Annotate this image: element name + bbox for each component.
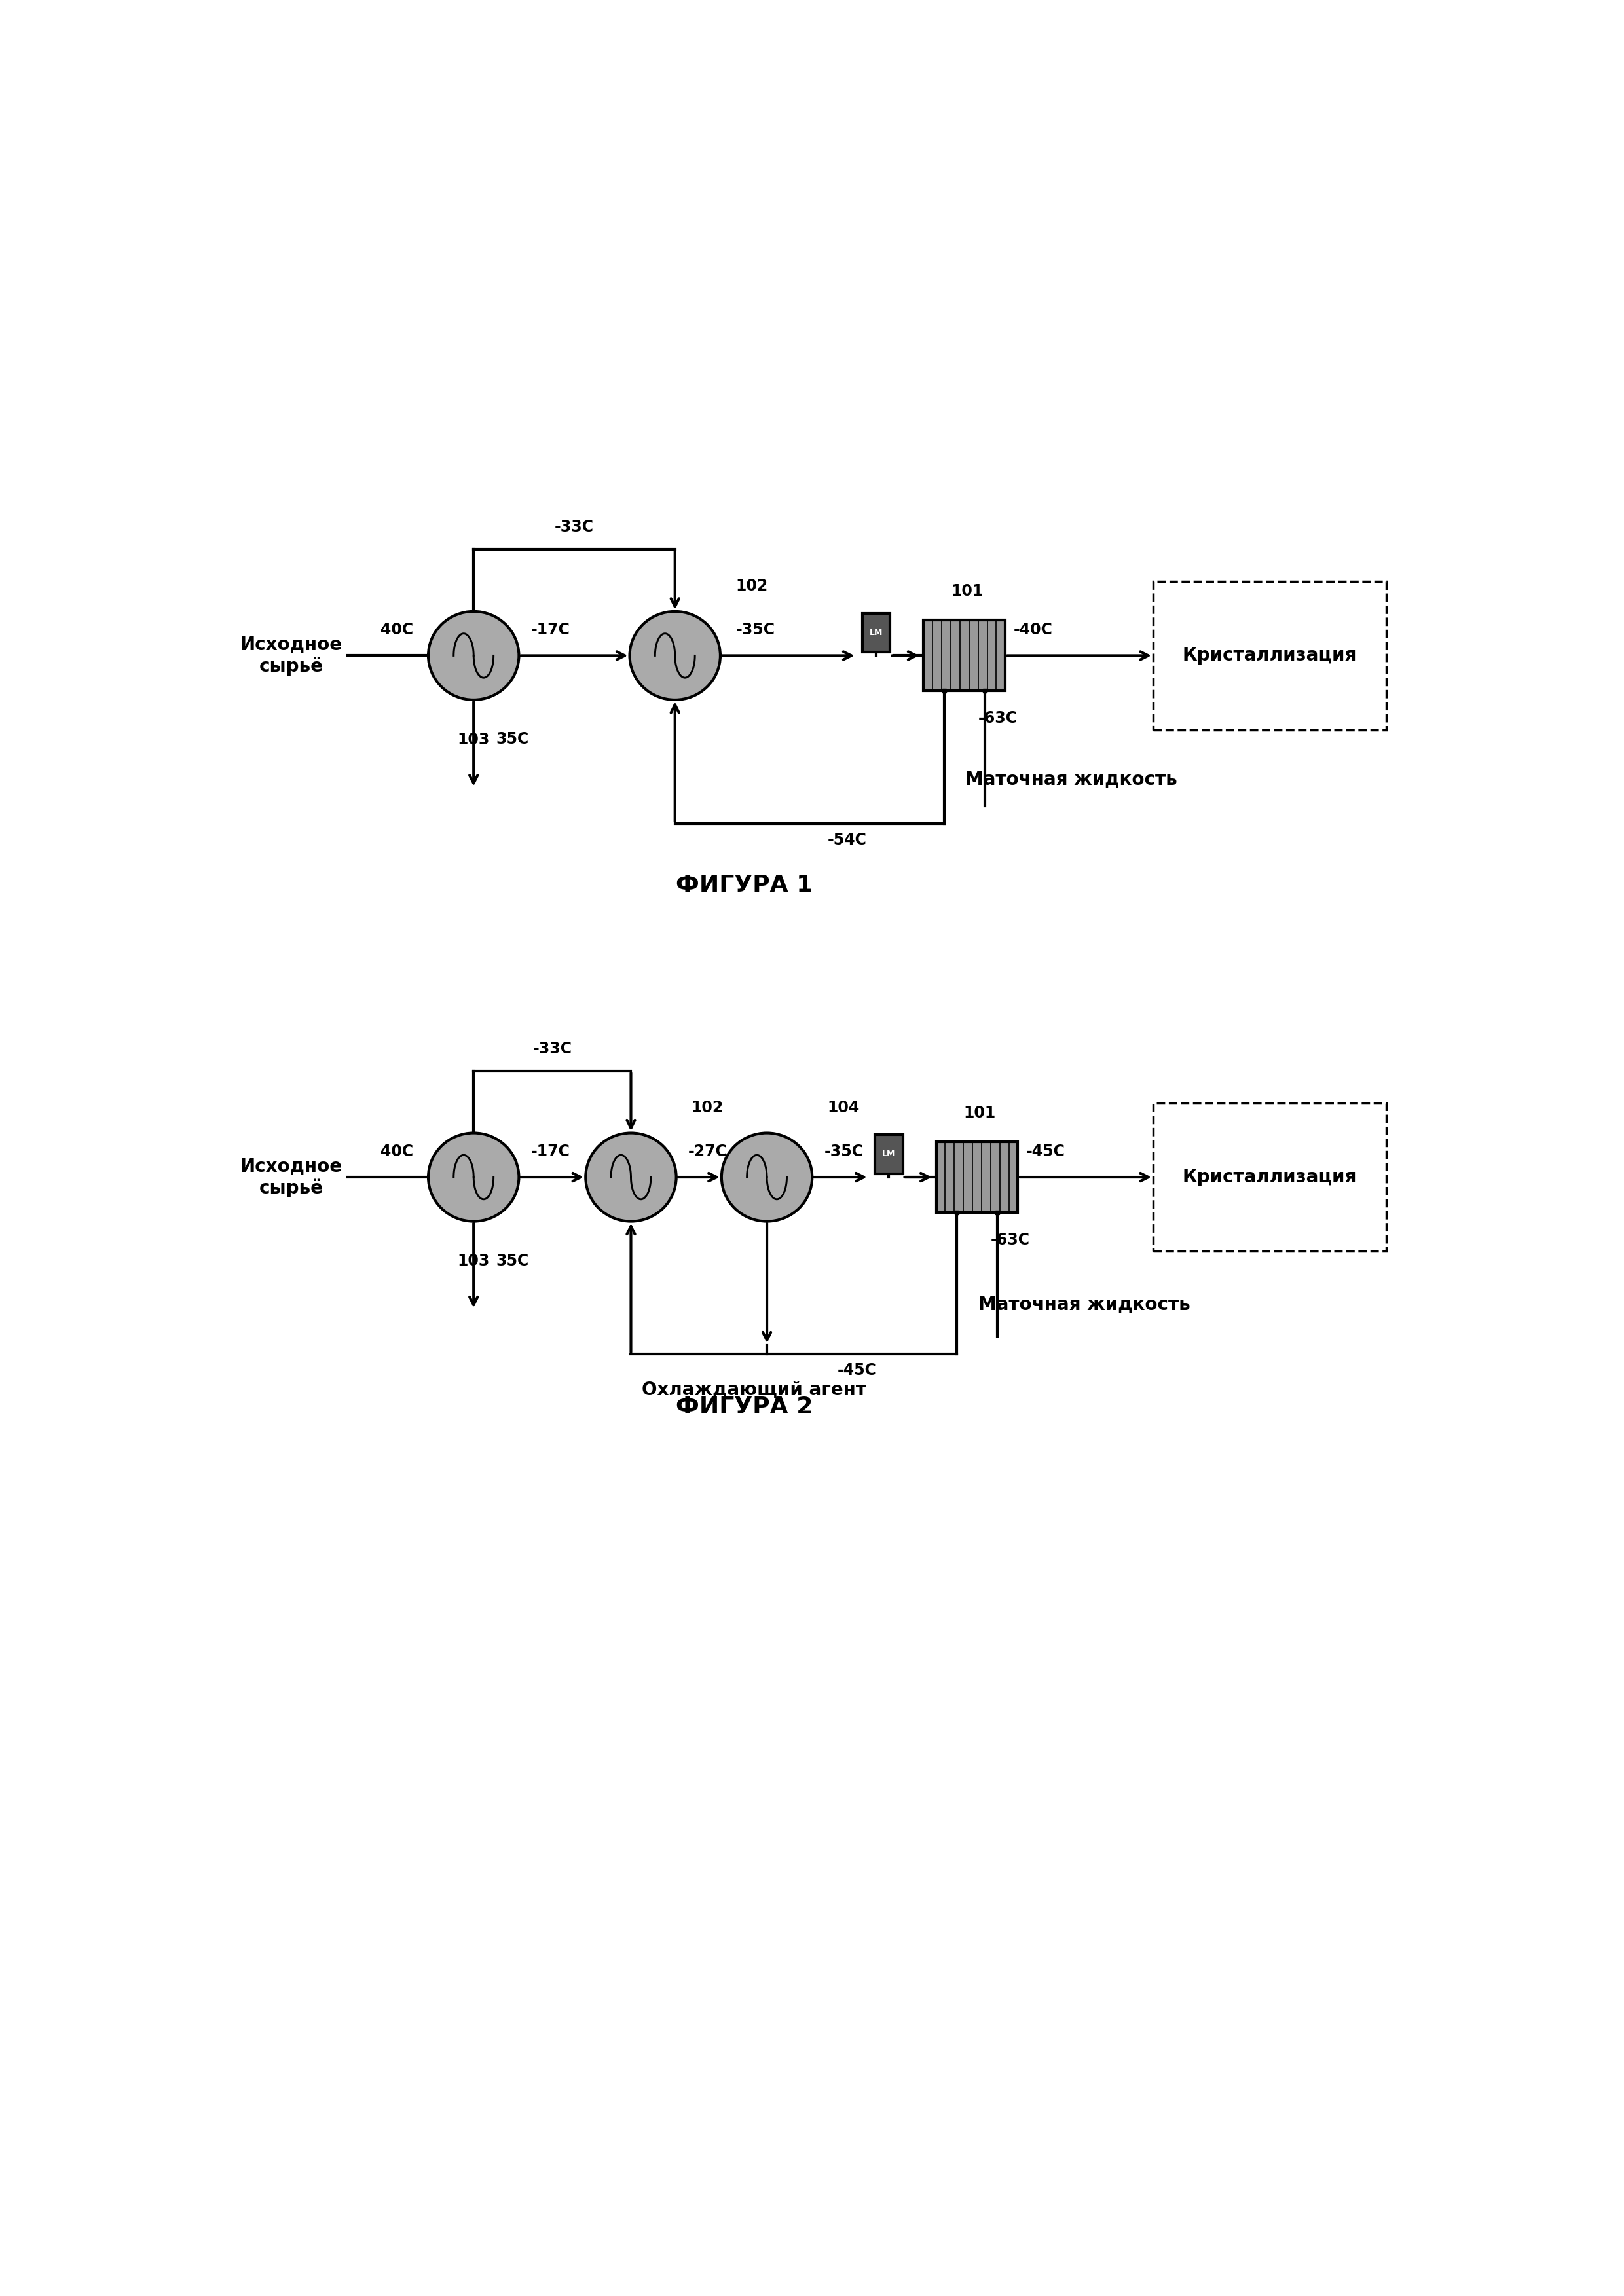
- Ellipse shape: [630, 611, 721, 700]
- Text: -35С: -35С: [736, 622, 775, 638]
- Text: Исходное
сырьё: Исходное сырьё: [240, 636, 343, 675]
- Text: Кристаллизация: Кристаллизация: [1182, 1169, 1358, 1187]
- Text: Охлаждающий агент: Охлаждающий агент: [641, 1380, 867, 1398]
- Bar: [862, 613, 890, 652]
- Text: -17С: -17С: [531, 1143, 570, 1159]
- Text: 103: 103: [458, 1254, 490, 1270]
- Text: -63С: -63С: [978, 709, 1017, 726]
- Ellipse shape: [429, 1132, 520, 1221]
- Text: 35С: 35С: [497, 1254, 529, 1270]
- Text: 35С: 35С: [497, 732, 529, 746]
- Text: Кристаллизация: Кристаллизация: [1182, 647, 1358, 666]
- Text: LM: LM: [882, 1150, 895, 1159]
- Text: LM: LM: [870, 629, 883, 636]
- Text: 102: 102: [692, 1100, 724, 1116]
- Text: -54С: -54С: [828, 833, 867, 847]
- Text: 103: 103: [458, 732, 490, 748]
- Bar: [1153, 581, 1385, 730]
- Text: -35С: -35С: [823, 1143, 864, 1159]
- Text: ФИГУРА 1: ФИГУРА 1: [676, 875, 812, 895]
- Text: -17С: -17С: [531, 622, 570, 638]
- Ellipse shape: [586, 1132, 676, 1221]
- Text: 40С: 40С: [380, 622, 412, 638]
- Text: -45С: -45С: [836, 1364, 877, 1378]
- Text: Маточная жидкость: Маточная жидкость: [978, 1295, 1190, 1313]
- Text: 40С: 40С: [380, 1143, 412, 1159]
- Bar: [935, 1141, 1018, 1212]
- Text: -27С: -27С: [689, 1143, 728, 1159]
- Text: ФИГУРА 2: ФИГУРА 2: [676, 1396, 812, 1419]
- Text: 101: 101: [950, 583, 983, 599]
- Text: Исходное
сырьё: Исходное сырьё: [240, 1157, 343, 1196]
- Ellipse shape: [429, 611, 520, 700]
- Text: -33С: -33С: [533, 1040, 572, 1056]
- Text: -63С: -63С: [991, 1233, 1030, 1247]
- Text: -33С: -33С: [555, 519, 594, 535]
- Text: -45С: -45С: [1026, 1143, 1065, 1159]
- Text: 104: 104: [827, 1100, 859, 1116]
- Bar: [1153, 1102, 1385, 1251]
- Ellipse shape: [721, 1132, 812, 1221]
- Bar: [875, 1134, 903, 1173]
- Bar: [924, 620, 1005, 691]
- Text: -40С: -40С: [1013, 622, 1052, 638]
- Text: 101: 101: [963, 1104, 996, 1120]
- Text: 102: 102: [736, 579, 768, 595]
- Text: Маточная жидкость: Маточная жидкость: [965, 769, 1177, 788]
